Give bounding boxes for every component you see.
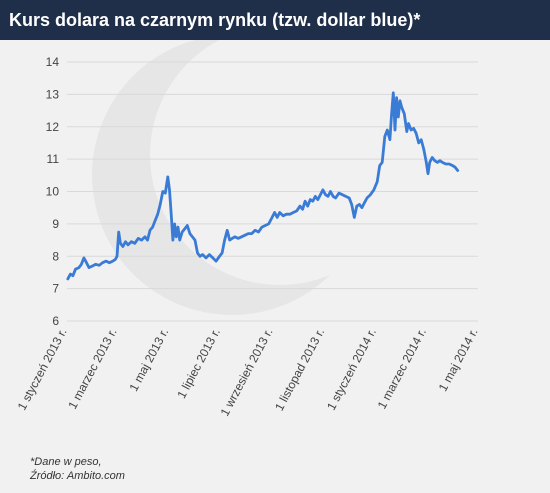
footer: *Dane w peso, Źródło: Ambito.com (0, 445, 550, 493)
x-tick-label: 1 maj 2014 r. (436, 326, 481, 394)
source-note: Źródło: Ambito.com (30, 470, 125, 482)
y-tick-label: 7 (52, 282, 59, 296)
x-tick-label: 1 maj 2013 r. (126, 326, 171, 394)
x-tick-label: 1 styczeń 2014 r. (324, 326, 379, 413)
footnote: *Dane w peso, (30, 456, 102, 468)
x-tick-label: 1 marzec 2014 r. (375, 326, 429, 411)
chart-area: 6 7 8 9 10 11 12 13 14 1 styczeń 2013 r. 1 marzec… (0, 40, 550, 445)
x-axis-ticks: 1 styczeń 2013 r.1 marzec 2013 r. 1 maj 2… (15, 326, 481, 419)
y-tick-label: 12 (46, 120, 60, 134)
y-axis-ticks: 6 7 8 9 10 11 12 13 14 (46, 55, 60, 328)
x-tick-label: 1 lipiec 2013 r. (174, 326, 223, 401)
x-tick-label: 1 wrzesień 2013 r. (217, 326, 275, 419)
watermark (92, 40, 330, 315)
y-tick-label: 13 (46, 87, 60, 101)
grid (67, 61, 478, 322)
chart-title: Kurs dolara na czarnym rynku (tzw. dolla… (0, 0, 550, 40)
x-tick-label: 1 marzec 2013 r. (65, 326, 119, 411)
y-tick-label: 10 (46, 185, 60, 199)
y-tick-label: 9 (52, 217, 59, 231)
series-line (66, 91, 460, 281)
series-group (66, 91, 460, 281)
y-tick-label: 6 (52, 314, 59, 328)
y-tick-label: 8 (52, 249, 59, 263)
y-tick-label: 11 (47, 152, 60, 166)
x-tick-label: 1 listopad 2013 r. (272, 326, 327, 413)
y-tick-label: 14 (46, 55, 60, 69)
x-tick-label: 1 styczeń 2013 r. (15, 326, 70, 413)
